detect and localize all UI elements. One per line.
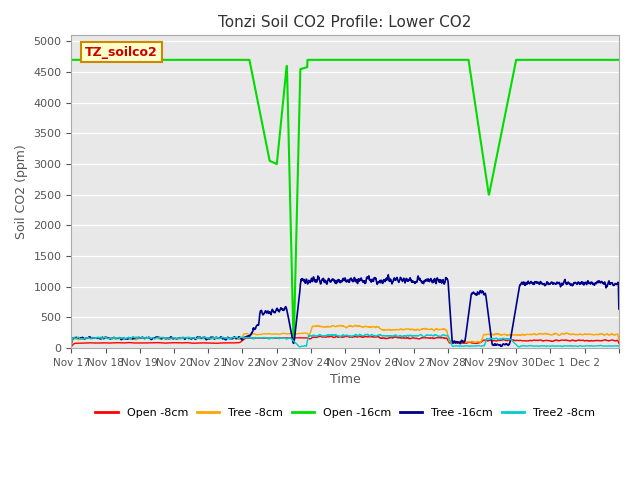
X-axis label: Time: Time <box>330 373 360 386</box>
Tree -8cm <box>68 342 76 348</box>
Tree2 -8cm <box>600 343 607 349</box>
Open -8cm <box>68 344 76 349</box>
Text: TZ_soilco2: TZ_soilco2 <box>85 46 158 59</box>
Open -8cm <box>319 334 327 340</box>
Line: Tree -16cm: Tree -16cm <box>72 275 619 346</box>
Open -16cm <box>615 57 623 63</box>
Open -16cm <box>68 57 76 63</box>
Tree2 -8cm <box>499 336 507 341</box>
Tree -16cm <box>68 340 76 346</box>
Tree -8cm <box>319 324 327 330</box>
Tree -8cm <box>95 336 103 341</box>
Line: Tree2 -8cm: Tree2 -8cm <box>72 334 619 347</box>
Tree -8cm <box>600 332 607 337</box>
Open -8cm <box>334 334 342 340</box>
Open -8cm <box>95 340 103 346</box>
Tree2 -8cm <box>515 344 522 350</box>
Open -8cm <box>599 337 607 343</box>
Open -8cm <box>316 333 323 339</box>
Line: Open -16cm: Open -16cm <box>72 60 619 342</box>
Tree2 -8cm <box>615 344 623 349</box>
Tree -8cm <box>351 323 359 328</box>
Open -16cm <box>499 124 507 130</box>
Line: Open -8cm: Open -8cm <box>72 336 619 347</box>
Legend: Open -8cm, Tree -8cm, Open -16cm, Tree -16cm, Tree2 -8cm: Open -8cm, Tree -8cm, Open -16cm, Tree -… <box>91 403 599 422</box>
Title: Tonzi Soil CO2 Profile: Lower CO2: Tonzi Soil CO2 Profile: Lower CO2 <box>218 15 472 30</box>
Tree -8cm <box>499 332 507 337</box>
Tree -16cm <box>615 306 623 312</box>
Line: Tree -8cm: Tree -8cm <box>72 325 619 345</box>
Open -16cm <box>319 57 327 63</box>
Y-axis label: Soil CO2 (ppm): Soil CO2 (ppm) <box>15 144 28 239</box>
Open -16cm <box>600 57 607 63</box>
Tree2 -8cm <box>600 343 607 349</box>
Open -16cm <box>290 339 298 345</box>
Tree -8cm <box>615 337 623 343</box>
Tree -16cm <box>499 341 507 347</box>
Tree -8cm <box>334 324 342 329</box>
Tree -16cm <box>334 278 342 284</box>
Tree2 -8cm <box>95 335 103 341</box>
Tree -8cm <box>599 331 607 337</box>
Open -8cm <box>499 337 507 343</box>
Tree -16cm <box>600 281 607 287</box>
Tree2 -8cm <box>68 340 76 346</box>
Tree -16cm <box>319 276 327 282</box>
Tree -16cm <box>497 343 505 349</box>
Tree -16cm <box>600 280 607 286</box>
Tree2 -8cm <box>319 333 327 338</box>
Tree -16cm <box>95 336 103 341</box>
Tree -16cm <box>385 272 392 277</box>
Open -16cm <box>95 57 103 63</box>
Tree2 -8cm <box>334 333 342 338</box>
Open -8cm <box>615 340 623 346</box>
Open -16cm <box>599 57 607 63</box>
Open -8cm <box>600 337 607 343</box>
Open -16cm <box>334 57 342 63</box>
Tree2 -8cm <box>355 331 363 337</box>
